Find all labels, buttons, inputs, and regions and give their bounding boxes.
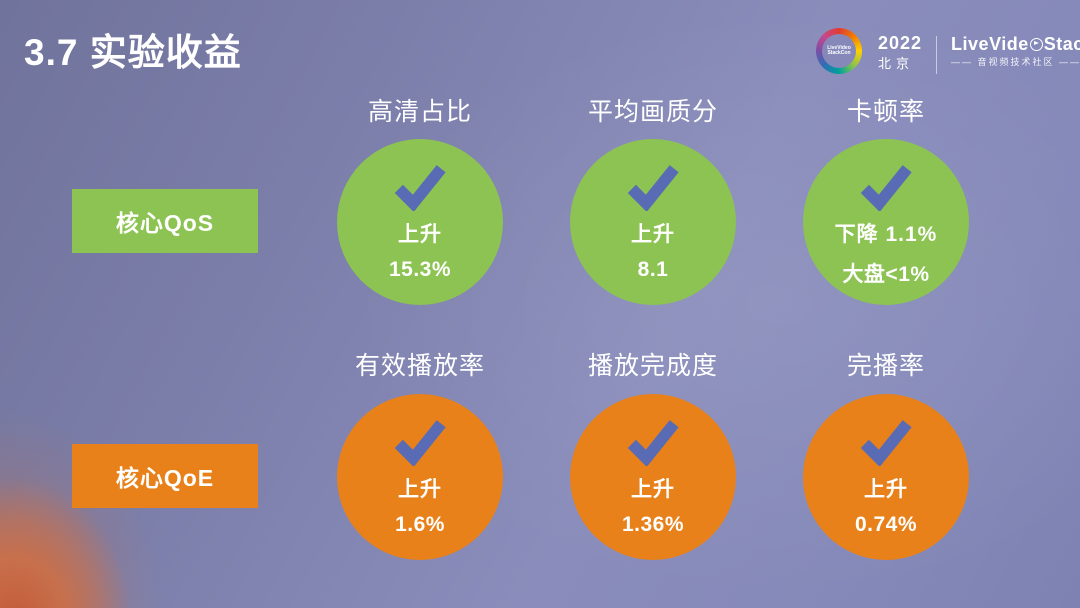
brand-wordmark: LiveVide Stack —— 音视频技术社区 —— [951,28,1080,67]
brand-name-right: Stack [1043,34,1080,54]
metric-value: 1.36% [621,513,685,536]
metric-circle-finish-rate: 上升 0.74% [803,394,969,560]
brand-name: LiveVide Stack [951,35,1080,53]
conference-city: 北京 [878,56,915,71]
metric-circle-hd-ratio: 上升 15.3% [337,139,503,305]
metric-value: 8.1 [637,258,669,281]
metric-circle-stutter-rate: 下降 1.1% 大盘<1% [803,139,969,305]
checkmark-icon [394,165,446,211]
brand-area: LiveVideo StackCon 2022 北京 LiveVide Stack… [816,28,1080,74]
metric-circle-valid-play-rate: 上升 1.6% [337,394,503,560]
metric-header-avg-quality: 平均画质分 [587,98,718,126]
metric-direction: 上升 [398,478,442,501]
metric-value: 大盘<1% [842,263,930,286]
metric-value: 1.6% [395,513,445,536]
checkmark-icon [627,165,679,211]
metric-direction: 上升 [631,223,675,246]
conference-logo-text: LiveVideo StackCon [827,44,851,56]
metric-value: 0.74% [854,513,918,536]
metric-header-stutter-rate: 卡顿率 [846,98,925,126]
metric-circle-play-completion: 上升 1.36% [570,394,736,560]
checkmark-icon [860,165,912,211]
play-icon [1029,37,1043,51]
metric-direction: 上升 [631,478,675,501]
brand-tagline: —— 音视频技术社区 —— [951,57,1080,67]
metric-header-hd-ratio: 高清占比 [367,98,472,126]
logo-divider [936,36,938,74]
metric-header-play-completion: 播放完成度 [587,352,718,380]
metric-circle-avg-quality: 上升 8.1 [570,139,736,305]
metric-direction: 上升 [864,478,908,501]
metric-value: 15.3% [388,258,452,281]
row-label-qos: 核心QoS [72,189,258,253]
metric-direction: 上升 [398,223,442,246]
metric-header-valid-play-rate: 有效播放率 [354,352,485,380]
brand-name-left: LiveVide [951,34,1029,54]
metric-direction: 下降 1.1% [834,223,938,246]
conference-logo-icon: LiveVideo StackCon [816,28,862,74]
metric-header-finish-rate: 完播率 [846,352,925,380]
checkmark-icon [860,420,912,466]
conference-edition: 2022 北京 [878,28,922,70]
checkmark-icon [394,420,446,466]
slide-title: 3.7 实验收益 [24,32,242,73]
checkmark-icon [627,420,679,466]
row-label-qoe: 核心QoE [72,444,258,508]
conference-year: 2022 [878,33,923,53]
